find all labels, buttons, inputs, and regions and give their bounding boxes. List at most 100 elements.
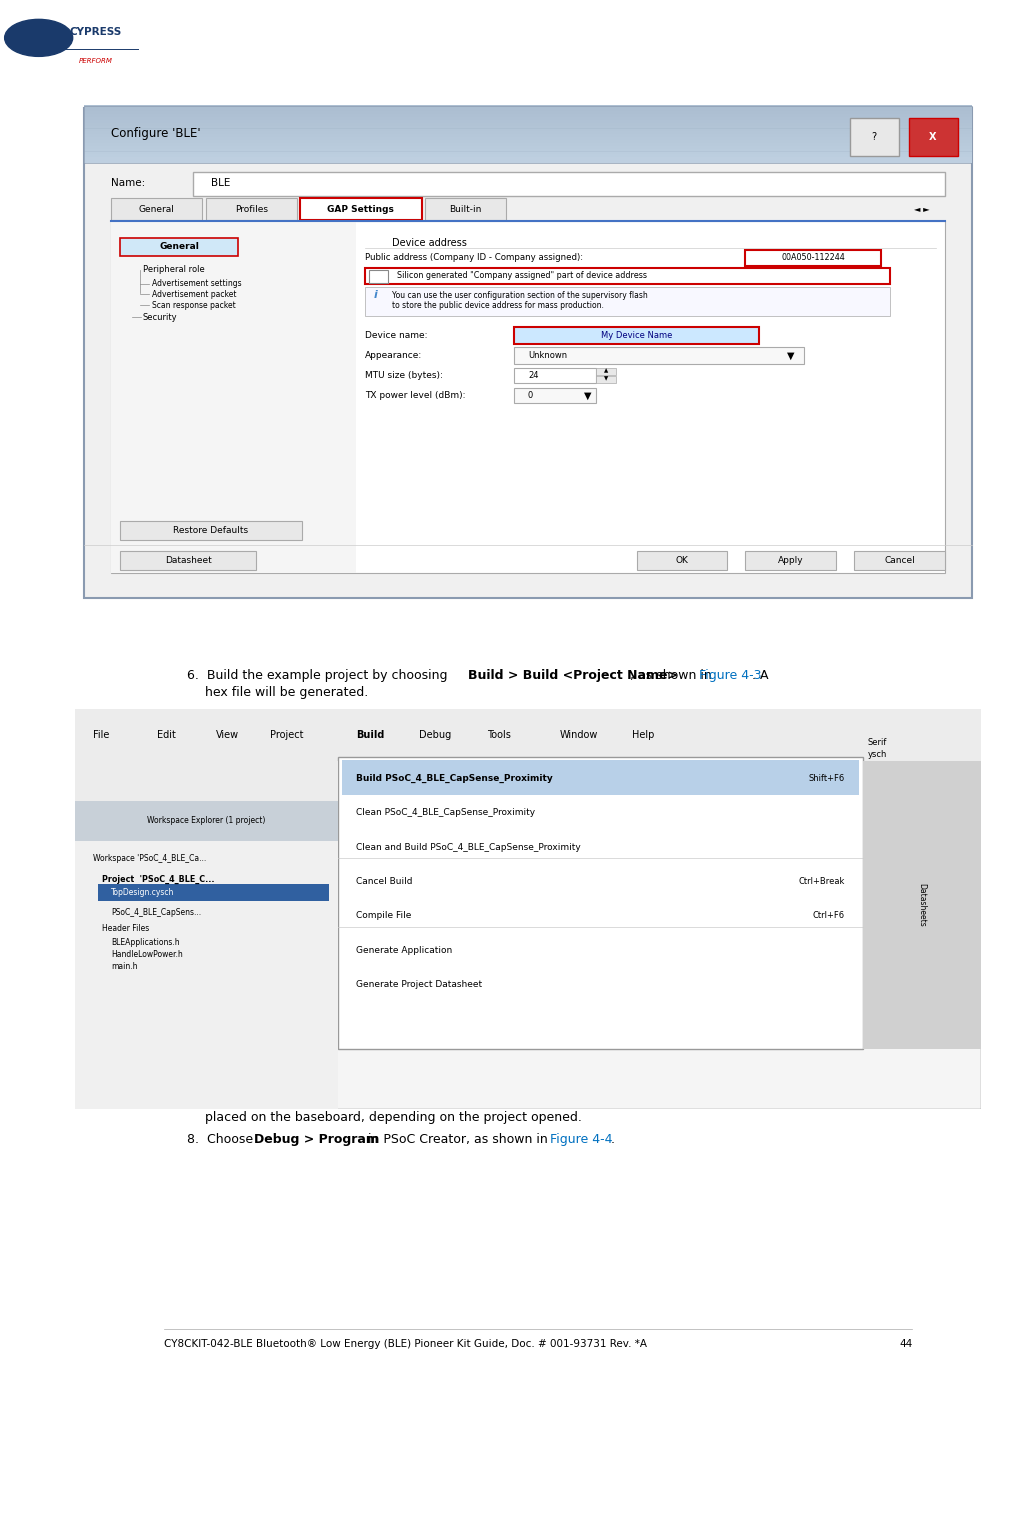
Bar [514, 367, 596, 382]
Text: Edit: Edit [157, 730, 175, 741]
Bar [85, 119, 972, 122]
Bar [514, 327, 759, 344]
Text: BLE  Pioneer  Kit  USB: BLE Pioneer Kit USB [536, 1077, 672, 1091]
Bar [85, 132, 972, 135]
Bar [345, 760, 870, 1053]
Text: Figure 4-4: Figure 4-4 [550, 1134, 612, 1146]
Bar [111, 220, 356, 574]
Text: Example Projects: Example Projects [772, 213, 893, 226]
Text: Tools: Tools [488, 730, 511, 741]
Text: TX power level (dBm):: TX power level (dBm): [365, 392, 465, 399]
Text: BLEApplications.h: BLEApplications.h [111, 938, 179, 947]
Text: Figure 4-3: Figure 4-3 [699, 670, 762, 682]
Text: Workspace Explorer (1 project): Workspace Explorer (1 project) [147, 817, 266, 826]
Text: Advertisement packet: Advertisement packet [152, 291, 236, 298]
Text: main.h: main.h [111, 962, 138, 972]
Text: Serif: Serif [868, 739, 887, 748]
Text: CY8CKIT-042-BLE Bluetooth® Low Energy (BLE) Pioneer Kit Guide, Doc. # 001-93731 : CY8CKIT-042-BLE Bluetooth® Low Energy (B… [164, 1339, 646, 1348]
Text: ▼: ▼ [584, 390, 592, 401]
Text: Workspace 'PSoC_4_BLE_Ca...: Workspace 'PSoC_4_BLE_Ca... [93, 854, 206, 863]
Bar [98, 884, 329, 901]
Bar [85, 138, 972, 141]
Text: Device address: Device address [392, 239, 467, 248]
Text: , as shown in: , as shown in [630, 670, 717, 682]
Bar [85, 122, 972, 125]
Text: Project: Project [270, 730, 303, 741]
Text: Clean PSoC_4_BLE_CapSense_Proximity: Clean PSoC_4_BLE_CapSense_Proximity [356, 808, 535, 817]
Bar [75, 760, 338, 802]
Text: Header Files: Header Files [102, 924, 149, 933]
Bar [854, 551, 944, 571]
Bar [514, 387, 596, 402]
Bar [85, 142, 972, 145]
Text: Clean and Build PSoC_4_BLE_CapSense_Proximity: Clean and Build PSoC_4_BLE_CapSense_Prox… [356, 843, 580, 852]
Text: TopDesign.cysch: TopDesign.cysch [111, 887, 174, 897]
Text: General: General [159, 242, 199, 251]
Text: Appearance:: Appearance: [365, 350, 422, 360]
Bar [85, 106, 972, 164]
Bar [596, 367, 616, 375]
Bar [85, 161, 972, 164]
Text: Shift+F6: Shift+F6 [809, 774, 845, 783]
Text: Window: Window [560, 730, 598, 741]
Text: Datasheets: Datasheets [918, 883, 927, 927]
Text: Security: Security [143, 312, 177, 321]
Text: Silicon generated "Company assigned" part of device address: Silicon generated "Company assigned" par… [397, 271, 646, 280]
Bar [75, 802, 338, 842]
Text: ysch: ysch [868, 751, 887, 759]
Text: Configure 'BLE': Configure 'BLE' [111, 127, 201, 141]
Text: Connection  on  page  26: Connection on page 26 [205, 1094, 362, 1108]
Text: Debug > Program: Debug > Program [255, 1134, 379, 1146]
Text: 8.  Choose: 8. Choose [187, 1134, 257, 1146]
Text: placed on the baseboard, depending on the project opened.: placed on the baseboard, depending on th… [205, 1111, 581, 1125]
Text: CYPRESS: CYPRESS [70, 28, 122, 37]
Text: Datasheet: Datasheet [165, 557, 211, 566]
Text: the  USB  mini-B  connector  (J13)  on  the  baseboard,  as  described  in: the USB mini-B connector (J13) on the ba… [205, 1077, 664, 1091]
Bar [111, 220, 944, 574]
Bar [75, 708, 982, 760]
Bar [637, 551, 727, 571]
Text: to store the public device address for mass production.: to store the public device address for m… [392, 301, 604, 311]
Text: ▼: ▼ [604, 376, 608, 381]
Text: GAP Settings: GAP Settings [327, 205, 394, 214]
Text: Ctrl+Break: Ctrl+Break [799, 877, 845, 886]
Bar [369, 269, 388, 283]
Text: You can use the user configuration section of the supervisory flash: You can use the user configuration secti… [392, 292, 647, 300]
Text: .  Ensure  that  the  correct  BLE  Module  (PSoC  4  BLE  or  PRoC  BLE)  is: . Ensure that the correct BLE Module (PS… [328, 1094, 789, 1108]
Bar [85, 112, 972, 115]
FancyBboxPatch shape [85, 109, 972, 598]
Text: General: General [138, 205, 174, 214]
Text: Advertisement settings: Advertisement settings [152, 280, 241, 289]
Text: Restore Defaults: Restore Defaults [173, 526, 248, 536]
Bar [121, 551, 256, 571]
FancyBboxPatch shape [206, 197, 297, 220]
Bar [85, 148, 972, 151]
Text: Scan response packet: Scan response packet [152, 300, 236, 309]
Text: Peripheral role: Peripheral role [143, 265, 205, 274]
Text: Cancel Build: Cancel Build [356, 877, 412, 886]
Text: ◄ ►: ◄ ► [914, 205, 930, 214]
Text: PSoC_4_BLE_CapSens...: PSoC_4_BLE_CapSens... [111, 909, 201, 918]
Text: View: View [215, 730, 238, 741]
Text: Unknown: Unknown [528, 350, 567, 360]
Text: Public address (Company ID - Company assigned):: Public address (Company ID - Company ass… [365, 254, 584, 263]
Text: 6.  Build the example project by choosing: 6. Build the example project by choosing [187, 670, 452, 682]
FancyBboxPatch shape [111, 197, 202, 220]
Bar [596, 375, 616, 382]
Bar [85, 129, 972, 132]
Text: i: i [374, 289, 377, 300]
Bar [745, 551, 836, 571]
Text: 44: 44 [899, 1339, 912, 1348]
Text: ▼: ▼ [787, 350, 795, 361]
Text: My Device Name: My Device Name [601, 330, 672, 340]
Text: Build > Build <Project Name>: Build > Build <Project Name> [467, 670, 677, 682]
Text: 0: 0 [528, 392, 533, 399]
Text: Compile File: Compile File [356, 912, 411, 920]
Bar [85, 125, 972, 129]
Bar [75, 760, 338, 1109]
Bar [85, 106, 972, 109]
Text: Apply: Apply [778, 557, 803, 566]
Text: Built-in: Built-in [450, 205, 481, 214]
Bar [338, 757, 863, 1050]
Circle shape [4, 20, 72, 57]
